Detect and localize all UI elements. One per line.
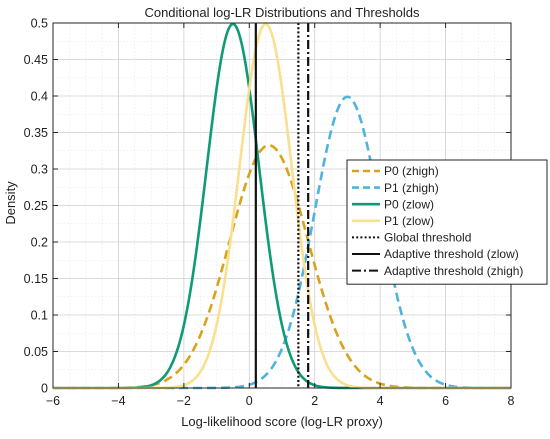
x-tick-label: 6 bbox=[442, 394, 449, 408]
y-tick-label: 0.45 bbox=[24, 53, 48, 67]
y-tick-label: 0.05 bbox=[24, 345, 48, 359]
legend-label-6: Adaptive threshold (zlow) bbox=[384, 247, 519, 261]
legend-label-7: Adaptive threshold (zhigh) bbox=[384, 264, 523, 278]
x-tick-label: −4 bbox=[111, 394, 125, 408]
y-tick-label: 0.35 bbox=[24, 126, 48, 140]
y-tick-label: 0.1 bbox=[31, 309, 48, 323]
y-tick-label: 0 bbox=[41, 382, 48, 396]
y-axis-title: Density bbox=[3, 181, 18, 225]
x-tick-label: 0 bbox=[246, 394, 253, 408]
y-tick-label: 0.3 bbox=[31, 163, 48, 177]
legend-label-3: P0 (zlow) bbox=[384, 197, 434, 211]
x-tick-label: −2 bbox=[177, 394, 191, 408]
y-tick-label: 0.2 bbox=[31, 236, 48, 250]
chart-title: Conditional log-LR Distributions and Thr… bbox=[144, 5, 420, 20]
legend-label-4: P1 (zlow) bbox=[384, 214, 434, 228]
y-tick-label: 0.15 bbox=[24, 272, 48, 286]
x-tick-label: −6 bbox=[46, 394, 60, 408]
legend-box bbox=[346, 159, 548, 285]
y-tick-label: 0.25 bbox=[24, 199, 48, 213]
legend-label-5: Global threshold bbox=[384, 231, 471, 245]
legend-label-2: P1 (zhigh) bbox=[384, 181, 439, 195]
x-tick-label: 8 bbox=[508, 394, 515, 408]
y-tick-label: 0.4 bbox=[31, 90, 48, 104]
x-axis-title: Log-likelihood score (log-LR proxy) bbox=[181, 414, 383, 429]
x-tick-label: 4 bbox=[377, 394, 384, 408]
x-tick-label: 2 bbox=[311, 394, 318, 408]
legend: P0 (zhigh) P1 (zhigh) P0 (zlow) P1 (zlow) Gl… bbox=[346, 159, 548, 285]
y-tick-label: 0.5 bbox=[31, 17, 48, 31]
legend-label-1: P0 (zhigh) bbox=[384, 164, 439, 178]
